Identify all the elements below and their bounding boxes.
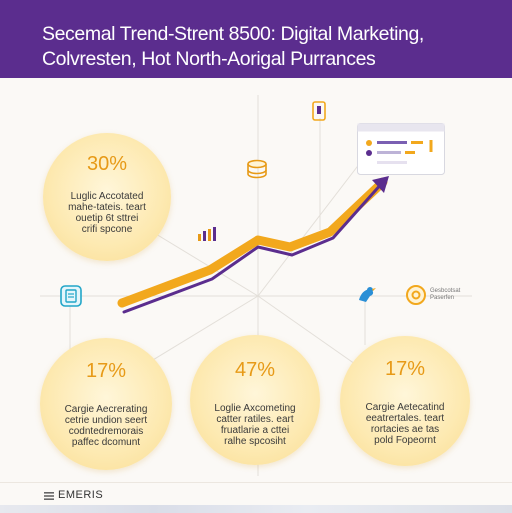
footer-strip [0, 505, 512, 513]
stat-text-line: rortacies ae tas [370, 424, 440, 435]
menu-icon [44, 492, 54, 500]
stat-value-bottom-right: 17% [384, 358, 426, 380]
stat-circle-bottom-right: 17% Cargie Aetecatind eeatrertales. tear… [340, 336, 470, 466]
side-card-line: Paserfen [430, 295, 455, 301]
stat-text-line: catter ratiles. eart [216, 414, 294, 425]
stat-text-line: mahe-tateis. teart [68, 202, 146, 213]
page-title: Secemal Trend-Strent 8500: Digital Marke… [42, 22, 482, 72]
header-banner: Secemal Trend-Strent 8500: Digital Marke… [0, 0, 512, 78]
stat-text-line: eeatrertales. teart [365, 413, 445, 424]
stat-text-bottom-right: Cargie Aetecatind eeatrertales. teart ro… [340, 402, 470, 446]
stat-text-top: Luglic Accotated mahe-tateis. teart ouet… [43, 191, 171, 235]
stat-value-top: 30% [86, 153, 128, 175]
stat-text-line: cetrie undion seert [64, 415, 148, 426]
stat-text-bottom-center: Loglie Axcometing catter ratiles. eart f… [190, 403, 320, 447]
stat-text-bottom-left: Cargie Aecrerating cetrie undion seert c… [40, 404, 172, 448]
stat-circle-bottom-center: 47% Loglie Axcometing catter ratiles. ea… [190, 335, 320, 465]
dashboard-window-icon [357, 123, 445, 175]
stat-text-line: fruatlarie a cttei [220, 425, 290, 436]
stat-text-line: codntedremorais [68, 426, 144, 437]
stat-text-line: paffec dcomunt [71, 437, 141, 448]
coins-icon [247, 159, 267, 179]
bar-chart-icon [198, 227, 216, 241]
stat-value-bottom-center: 47% [234, 359, 276, 381]
page-title-line-2: Colvresten, Hot North-Aorigal Purrances [42, 48, 376, 70]
stat-text-line: crifi spcone [81, 224, 133, 235]
footer-label: EMERIS [58, 489, 104, 501]
stat-text-line: Loglie Axcometing [214, 403, 296, 414]
stat-circle-top: 30% Luglic Accotated mahe-tateis. teart … [43, 133, 171, 261]
stat-text-line: ouetip 6t sttrei [75, 213, 139, 224]
footer-bar: EMERIS [0, 482, 512, 513]
stat-circle-bottom-left: 17% Cargie Aecrerating cetrie undion see… [40, 338, 172, 470]
stat-text-line: Cargie Aetecatind [365, 402, 445, 413]
side-card-line: Gesbcotsat [430, 288, 461, 294]
clock-icon [406, 285, 426, 305]
stat-text-line: ralhe spcosiht [224, 436, 286, 447]
page-title-line-1: Secemal Trend-Strent 8500: Digital Marke… [42, 23, 424, 45]
stat-text-line: Cargie Aecrerating [64, 404, 148, 415]
stat-text-line: Luglic Accotated [70, 191, 144, 202]
side-card-text: Gesbcotsat Paserfen [430, 288, 460, 302]
clipboard-icon [60, 285, 82, 307]
phone-icon [312, 101, 326, 121]
bird-icon [359, 287, 376, 302]
stat-text-line: pold Fopeornt [374, 435, 436, 446]
stat-value-bottom-left: 17% [85, 360, 127, 382]
